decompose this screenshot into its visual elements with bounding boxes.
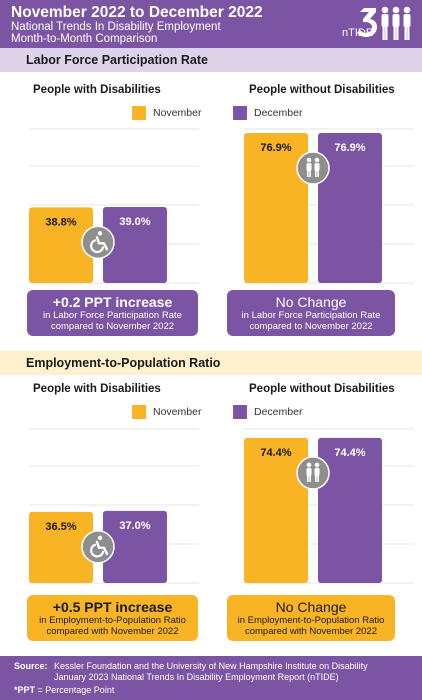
footer: Source: Kessler Foundation and the Unive…: [0, 656, 422, 700]
ppt-abbr: *PPT: [14, 685, 36, 695]
bar-november: [244, 437, 308, 583]
summary-line-1: in Labor Force Participation Rate: [43, 310, 182, 321]
legend-december-lfpr: December: [233, 105, 302, 121]
summary-line-2: compared to November 2022: [249, 321, 373, 332]
group-title-with-lfpr: People with Disabilities: [33, 84, 161, 96]
bar-value-label: 76.9%: [334, 142, 365, 154]
ntide-logo-icon: [357, 6, 411, 40]
section-title-epop: Employment-to-Population Ratio: [26, 356, 221, 370]
legend-swatch-december: [233, 106, 247, 120]
group-title-with-epop: People with Disabilities: [33, 383, 161, 395]
legend-label-december: December: [254, 107, 303, 119]
summary-headline: +0.5 PPT increase: [52, 599, 173, 615]
page-title: November 2022 to December 2022: [11, 4, 263, 21]
bar-december: [318, 437, 382, 583]
chart-lfpr-without: 76.9% 76.9%: [244, 126, 414, 284]
summary-line-1: in Employment-to-Population Ratio: [237, 615, 385, 626]
legend-november-lfpr: November: [132, 105, 201, 121]
bar-value-label: 36.5%: [45, 521, 76, 533]
bar-value-label: 76.9%: [260, 142, 291, 154]
section-title-lfpr: Labor Force Participation Rate: [26, 53, 208, 67]
chart-epop-with: 36.5% 37.0%: [29, 426, 199, 584]
logo-text: nTIDE: [342, 27, 374, 39]
bar-december: [103, 206, 167, 283]
bar-november: [244, 133, 308, 283]
subtitle-line-2: Month-to-Month Comparison: [11, 33, 158, 45]
source-line-2: January 2023 National Trends In Disabili…: [54, 672, 339, 682]
legend-swatch-december: [233, 405, 247, 419]
summary-headline: No Change: [275, 294, 347, 310]
legend-label-december: December: [254, 406, 303, 418]
summary-line-1: in Labor Force Participation Rate: [241, 310, 381, 321]
bar-value-label: 74.4%: [260, 447, 291, 459]
wheelchair-icon: [81, 225, 115, 260]
summary-headline: +0.2 PPT increase: [52, 294, 173, 310]
wheelchair-icon: [81, 530, 115, 564]
bar-value-label: 38.8%: [45, 216, 76, 228]
summary-epop-with: +0.5 PPT increase in Employment-to-Popul…: [27, 595, 198, 641]
legend-november-epop: November: [132, 404, 201, 420]
people-icon: [296, 456, 330, 490]
summary-line-1: in Employment-to-Population Ratio: [39, 615, 186, 626]
chart-svg-lfpr-without: 76.9% 76.9%: [244, 128, 414, 284]
bar-value-label: 74.4%: [334, 447, 365, 459]
ppt-footnote: *PPT = Percentage Point: [14, 685, 114, 695]
group-title-without-epop: People without Disabilities: [249, 383, 395, 395]
source-label: Source:: [14, 661, 48, 671]
summary-line-2: compared with November 2022: [244, 626, 377, 637]
ppt-definition: = Percentage Point: [35, 685, 115, 695]
section-bar-epop: Employment-to-Population Ratio: [0, 351, 422, 375]
bar-value-label: 39.0%: [119, 216, 150, 228]
summary-lfpr-with: +0.2 PPT increase in Labor Force Partici…: [27, 290, 198, 336]
chart-svg-epop-without: 74.4% 74.4%: [244, 428, 414, 584]
summary-lfpr-without: No Change in Labor Force Participation R…: [227, 290, 395, 336]
subtitle-line-1: National Trends In Disability Employment: [11, 21, 221, 33]
group-title-without-lfpr: People without Disabilities: [249, 84, 395, 96]
bar-november: [29, 207, 93, 283]
bar-november: [29, 511, 93, 583]
legend-label-november: November: [153, 107, 202, 119]
summary-headline: No Change: [275, 599, 347, 615]
legend-label-november: November: [153, 406, 202, 418]
legend-december-epop: December: [233, 404, 302, 420]
bar-december: [318, 133, 382, 283]
people-icon: [296, 151, 330, 185]
summary-epop-without: No Change in Employment-to-Population Ra…: [227, 595, 395, 641]
legend-swatch-november: [132, 405, 146, 419]
section-bar-lfpr: Labor Force Participation Rate: [0, 48, 422, 72]
legend-swatch-november: [132, 106, 146, 120]
bar-value-label: 37.0%: [119, 520, 150, 532]
summary-line-2: compared to November 2022: [50, 321, 175, 332]
chart-svg-lfpr-with: 38.8% 39.0%: [29, 128, 199, 284]
chart-lfpr-with: 38.8% 39.0%: [29, 126, 199, 284]
header: November 2022 to December 2022 National …: [0, 0, 422, 48]
source-line-1: Kessler Foundation and the University of…: [54, 661, 368, 671]
summary-line-2: compared with November 2022: [46, 626, 179, 637]
chart-epop-without: 74.4% 74.4%: [244, 426, 414, 584]
bar-december: [103, 510, 167, 583]
chart-svg-epop-with: 36.5% 37.0%: [29, 428, 199, 584]
